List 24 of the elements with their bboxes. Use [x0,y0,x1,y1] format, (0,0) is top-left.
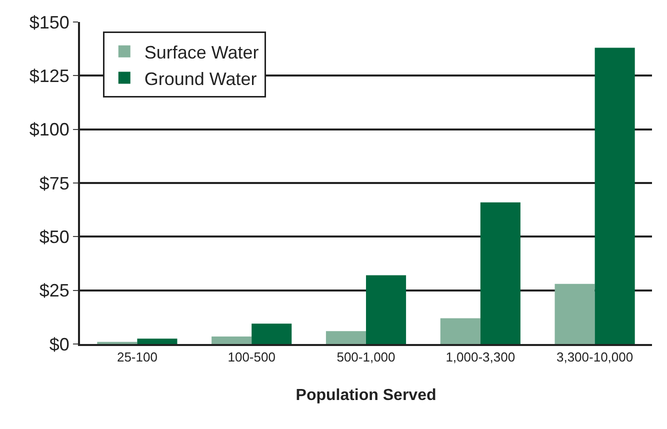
bar [212,336,252,344]
legend-label: Surface Water [144,42,259,62]
bar [366,275,406,344]
legend-label: Ground Water [144,68,257,89]
y-tick-label: $125 [29,66,70,86]
x-tick-label: 100-500 [228,350,276,365]
x-tick-label: 500-1,000 [336,350,396,365]
y-tick-label: $150 [29,12,70,32]
bar [252,324,292,344]
y-tick-label: $100 [29,120,70,140]
x-tick-label: 3,300-10,000 [556,350,634,365]
x-tick-label: 25-100 [116,350,158,365]
x-tick-label: 1,000-3,300 [446,350,516,365]
bar [440,318,480,344]
bar [137,338,178,344]
bar [594,48,635,344]
y-tick-label: $50 [39,226,70,247]
bar [554,284,595,344]
x-axis-title: Population Served [296,386,436,404]
bar [326,331,366,344]
y-tick-label: $75 [39,173,70,194]
y-tick-label: $0 [49,334,70,354]
bar [480,202,520,344]
y-tick-label: $25 [39,280,70,301]
